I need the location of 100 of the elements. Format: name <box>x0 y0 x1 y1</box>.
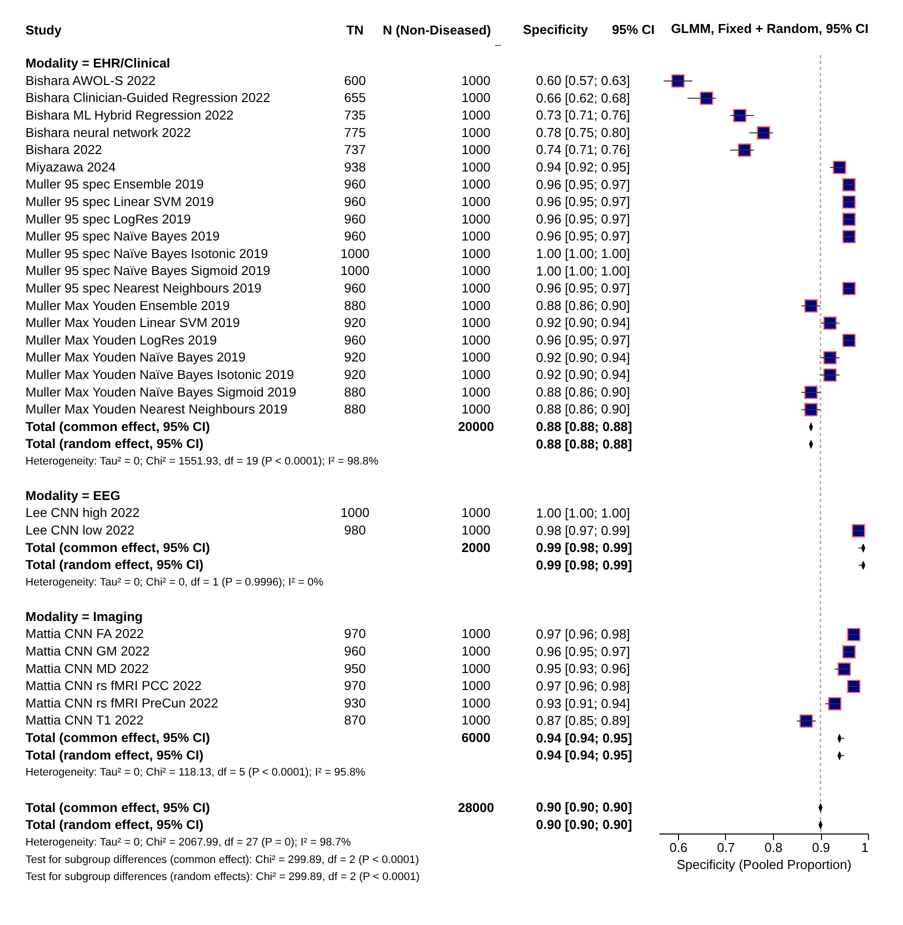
data-label: 1000 <box>462 228 490 244</box>
data-label: 1000 <box>462 626 490 642</box>
y-tick-label: Total (common effect, 95% CI) <box>26 800 210 815</box>
y-tick-label: Total (random effect, 95% CI) <box>26 436 204 452</box>
point <box>847 680 860 694</box>
data-label: 1000 <box>462 124 490 140</box>
text: 0.97 [0.96; 0.98] <box>536 678 630 694</box>
data-label: 880 <box>344 298 366 313</box>
point <box>842 212 856 226</box>
data-label: 1000 <box>462 522 490 538</box>
y-tick-label: Muller 95 spec Naïve Bayes 2019 <box>26 228 220 244</box>
x-tick-label: 0.7 <box>716 840 736 855</box>
y-tick-label: Bishara AWOL-S 2022 <box>26 72 156 88</box>
y-tick-label: Mattia CNN rs fMRI PreCun 2022 <box>26 696 218 711</box>
data-label: 1000 <box>462 713 490 728</box>
text: 0.94 [0.92; 0.95] <box>536 159 630 174</box>
data-label: 960 <box>344 211 366 226</box>
data-label: 655 <box>344 90 366 106</box>
data-label: 1000 <box>462 696 490 711</box>
x-tick-label: 0.6 <box>669 840 688 855</box>
data-label: 960 <box>344 228 366 244</box>
point <box>671 74 685 88</box>
y-tick-label: Muller Max Youden LogRes 2019 <box>26 332 217 348</box>
data-label: 1000 <box>462 661 490 676</box>
text: 1.00 [1.00; 1.00] <box>536 263 630 278</box>
y-tick-label: Miyazawa 2024 <box>26 159 116 174</box>
text: 0.94 [0.94; 0.95] <box>536 730 632 746</box>
y-tick-label: Total (common effect, 95% CI) <box>26 540 210 556</box>
data-label: 930 <box>344 696 366 711</box>
point <box>842 645 856 659</box>
text: 0.74 [0.71; 0.76] <box>536 142 630 158</box>
text: 0.90 [0.90; 0.90] <box>536 800 632 815</box>
data-label: 1000 <box>462 402 490 417</box>
data-label: 960 <box>344 644 366 659</box>
data-label: 980 <box>344 522 366 538</box>
y-tick-label: Bishara 2022 <box>26 142 102 158</box>
data-label: 1000 <box>462 263 490 278</box>
data-label: 1000 <box>462 367 490 382</box>
text: 0.78 [0.75; 0.80] <box>536 124 630 140</box>
y-tick-label: Modality = EEG <box>26 488 120 504</box>
text: 0.96 [0.95; 0.97] <box>536 644 630 659</box>
point <box>852 524 866 538</box>
y-tick-label: Muller 95 spec Ensemble 2019 <box>26 176 204 192</box>
text: 0.90 [0.90; 0.90] <box>536 816 632 832</box>
data-label: 1000 <box>462 194 490 210</box>
y-tick-label: Muller 95 spec Naïve Bayes Isotonic 2019 <box>26 246 268 261</box>
data-label: 960 <box>344 332 366 348</box>
data-label: 920 <box>344 367 366 382</box>
text: 0.96 [0.95; 0.97] <box>536 194 630 210</box>
y-tick-label: Mattia CNN T1 2022 <box>26 713 144 728</box>
data-label: 1000 <box>462 176 490 192</box>
data-label: 1000 <box>462 159 490 174</box>
data-label: 870 <box>344 713 366 728</box>
text: 0.88 [0.86; 0.90] <box>536 384 630 400</box>
data-label: 1000 <box>462 315 490 330</box>
x-axis-title: Specificity (Pooled Proportion) <box>676 857 852 872</box>
data-label: 970 <box>344 626 366 642</box>
point <box>842 282 856 296</box>
text: 1.00 [1.00; 1.00] <box>536 505 630 520</box>
data-label: 950 <box>344 661 366 676</box>
x-tick-label: TN <box>346 22 364 38</box>
point <box>823 368 837 382</box>
data-label: 28000 <box>458 800 494 815</box>
text: 0.96 [0.95; 0.97] <box>536 176 630 192</box>
y-tick-label: Muller Max Youden Ensemble 2019 <box>26 298 230 313</box>
text: 0.96 [0.95; 0.97] <box>536 280 630 296</box>
y-tick-label: Muller 95 spec Linear SVM 2019 <box>26 194 214 210</box>
data-label: 880 <box>344 384 366 400</box>
y-tick-label: Total (random effect, 95% CI) <box>26 816 204 832</box>
data-label: 6000 <box>462 730 490 746</box>
point <box>700 92 714 105</box>
point <box>842 334 856 348</box>
point <box>847 628 860 642</box>
data-label: 1000 <box>462 350 490 365</box>
text: 0.94 [0.94; 0.95] <box>536 748 632 763</box>
text: 95% CI <box>612 22 655 37</box>
text: 0.88 [0.88; 0.88] <box>536 436 632 452</box>
x-tick-label: 0.8 <box>764 840 783 855</box>
y-tick-label: Lee CNN high 2022 <box>26 505 140 520</box>
data-label: 1000 <box>462 246 490 261</box>
data-label: 600 <box>344 72 366 88</box>
y-tick-label: Mattia CNN GM 2022 <box>26 644 150 659</box>
y-tick-label: Lee CNN low 2022 <box>26 522 135 538</box>
data-label: 1000 <box>340 505 370 520</box>
text: 1.00 [1.00; 1.00] <box>536 246 630 261</box>
y-tick-label: Total (common effect, 95% CI) <box>26 418 210 434</box>
y-tick-label: Heterogeneity: Tau² = 0; Chi² = 118.13, df = 5 (P < 0.0001); I² = 95.8% <box>26 766 366 779</box>
data-label: 1000 <box>462 298 490 313</box>
point <box>823 351 837 364</box>
y-tick-label: Total (random effect, 95% CI) <box>26 748 204 763</box>
y-tick-label: Heterogeneity: Tau² = 0; Chi² = 1551.93, df = 19 (P < 0.0001); I² = 98.8% <box>26 456 379 468</box>
data-label: 1000 <box>462 280 490 296</box>
text: 0.99 [0.98; 0.99] <box>536 540 632 556</box>
text: 0.88 [0.86; 0.90] <box>536 402 630 417</box>
data-label: 735 <box>344 108 366 123</box>
y-tick-label: Muller Max Youden Linear SVM 2019 <box>26 315 240 330</box>
text: 0.98 [0.97; 0.99] <box>536 522 630 538</box>
y-tick-label: Mattia CNN rs fMRI PCC 2022 <box>26 678 202 694</box>
data-label: 775 <box>344 124 366 140</box>
y-tick-label: Mattia CNN MD 2022 <box>26 661 149 676</box>
